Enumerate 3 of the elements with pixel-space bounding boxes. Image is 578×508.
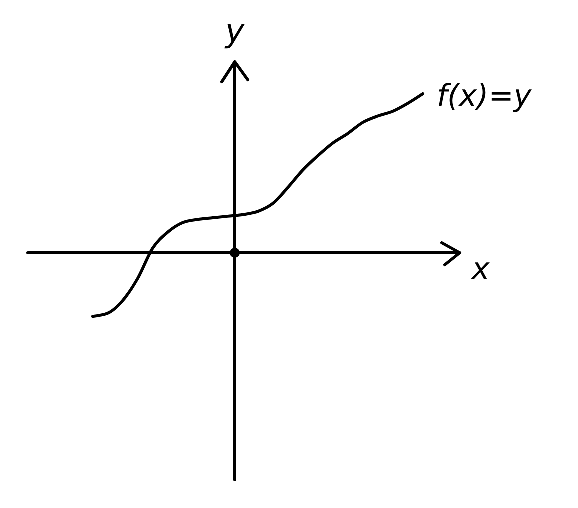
y-axis-title: y (224, 12, 246, 50)
x-axis-title: x (471, 252, 490, 287)
series-label: f(x)=y (437, 79, 533, 114)
